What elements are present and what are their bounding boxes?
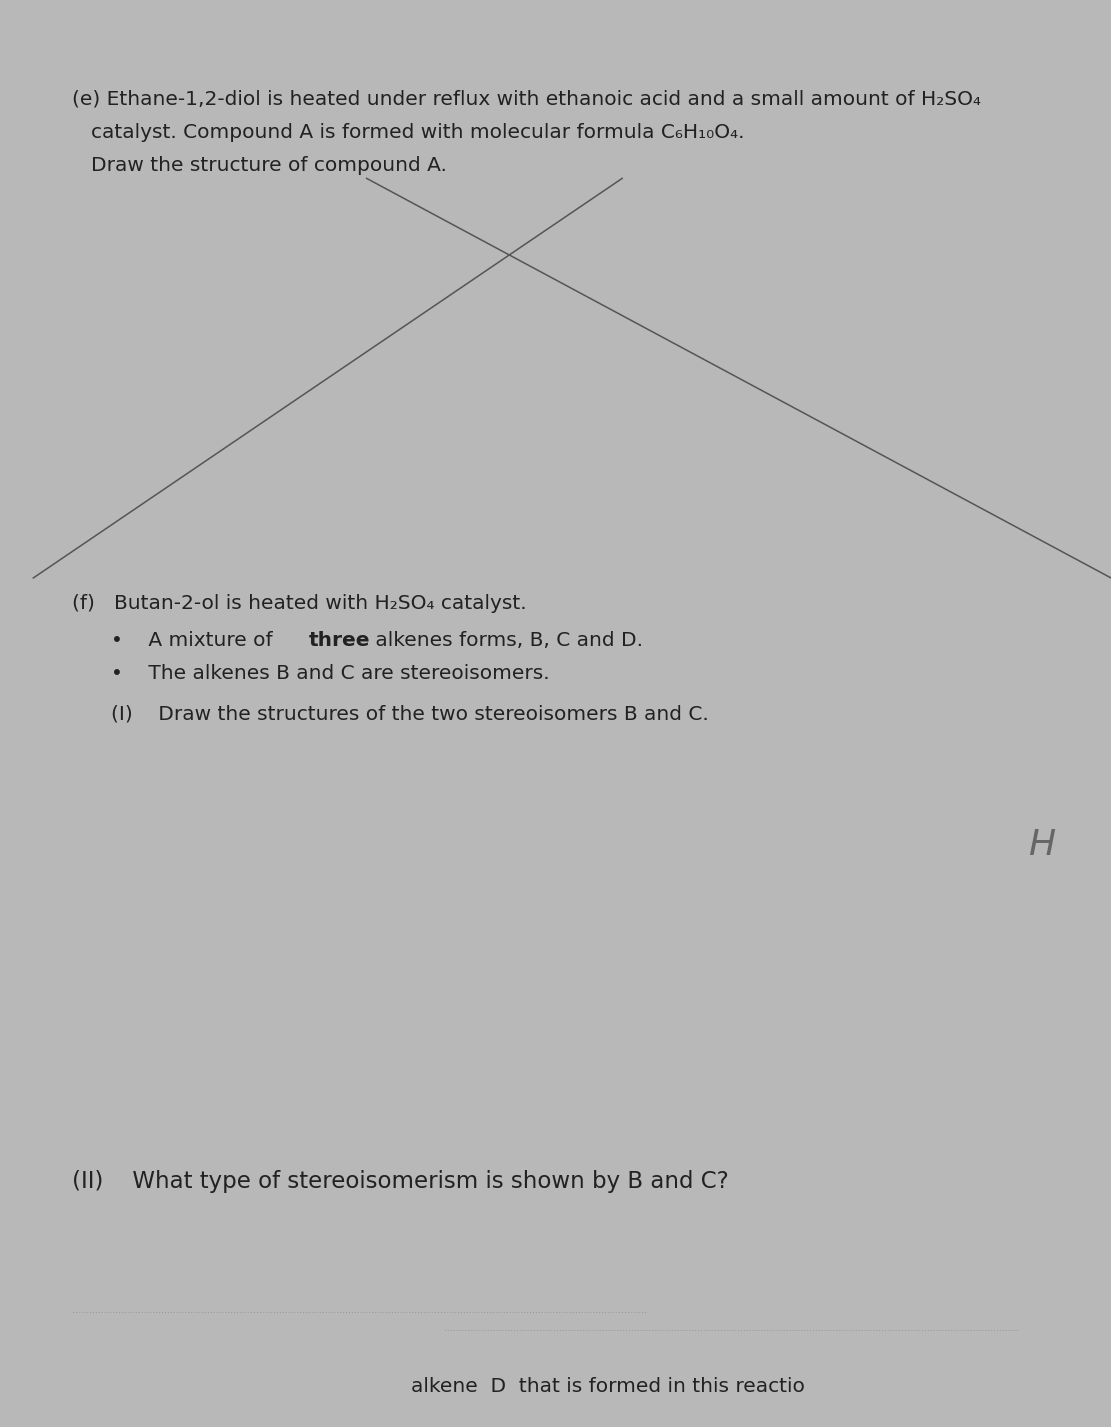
Text: catalyst. Compound A is formed with molecular formula C₆H₁₀O₄.: catalyst. Compound A is formed with mole… [91, 123, 744, 141]
Text: Draw the structure of compound A.: Draw the structure of compound A. [91, 156, 447, 174]
Text: •    A mixture of: • A mixture of [111, 631, 279, 649]
Text: alkene  D  that is formed in this reactio: alkene D that is formed in this reactio [411, 1377, 805, 1396]
Text: alkenes forms, B, C and D.: alkenes forms, B, C and D. [369, 631, 643, 649]
Text: (e) Ethane-1,2-diol is heated under reflux with ethanoic acid and a small amount: (e) Ethane-1,2-diol is heated under refl… [72, 90, 981, 108]
Text: ․․․․․․․․․․․․․․․․․․․․․․․․․․․․․․․․․․․․․․․․․․․․․․․․․․․․․․․․․․․․․․․․․․․․․․․․․․․․․․․․: ․․․․․․․․․․․․․․․․․․․․․․․․․․․․․․․․․․․․․․․․… [444, 1324, 1020, 1333]
Text: three: three [309, 631, 370, 649]
Text: (I)    Draw the structures of the two stereoisomers B and C.: (I) Draw the structures of the two stere… [111, 705, 709, 723]
Text: H: H [1028, 828, 1054, 862]
Text: (f)   Butan-2-ol is heated with H₂SO₄ catalyst.: (f) Butan-2-ol is heated with H₂SO₄ cata… [72, 594, 527, 612]
Text: ․․․․․․․․․․․․․․․․․․․․․․․․․․․․․․․․․․․․․․․․․․․․․․․․․․․․․․․․․․․․․․․․․․․․․․․․․․․․․․․․: ․․․․․․․․․․․․․․․․․․․․․․․․․․․․․․․․․․․․․․․․… [72, 1306, 648, 1314]
Text: (II)    What type of stereoisomerism is shown by B and C?: (II) What type of stereoisomerism is sho… [72, 1170, 729, 1193]
Text: •    The alkenes B and C are stereoisomers.: • The alkenes B and C are stereoisomers. [111, 664, 550, 682]
